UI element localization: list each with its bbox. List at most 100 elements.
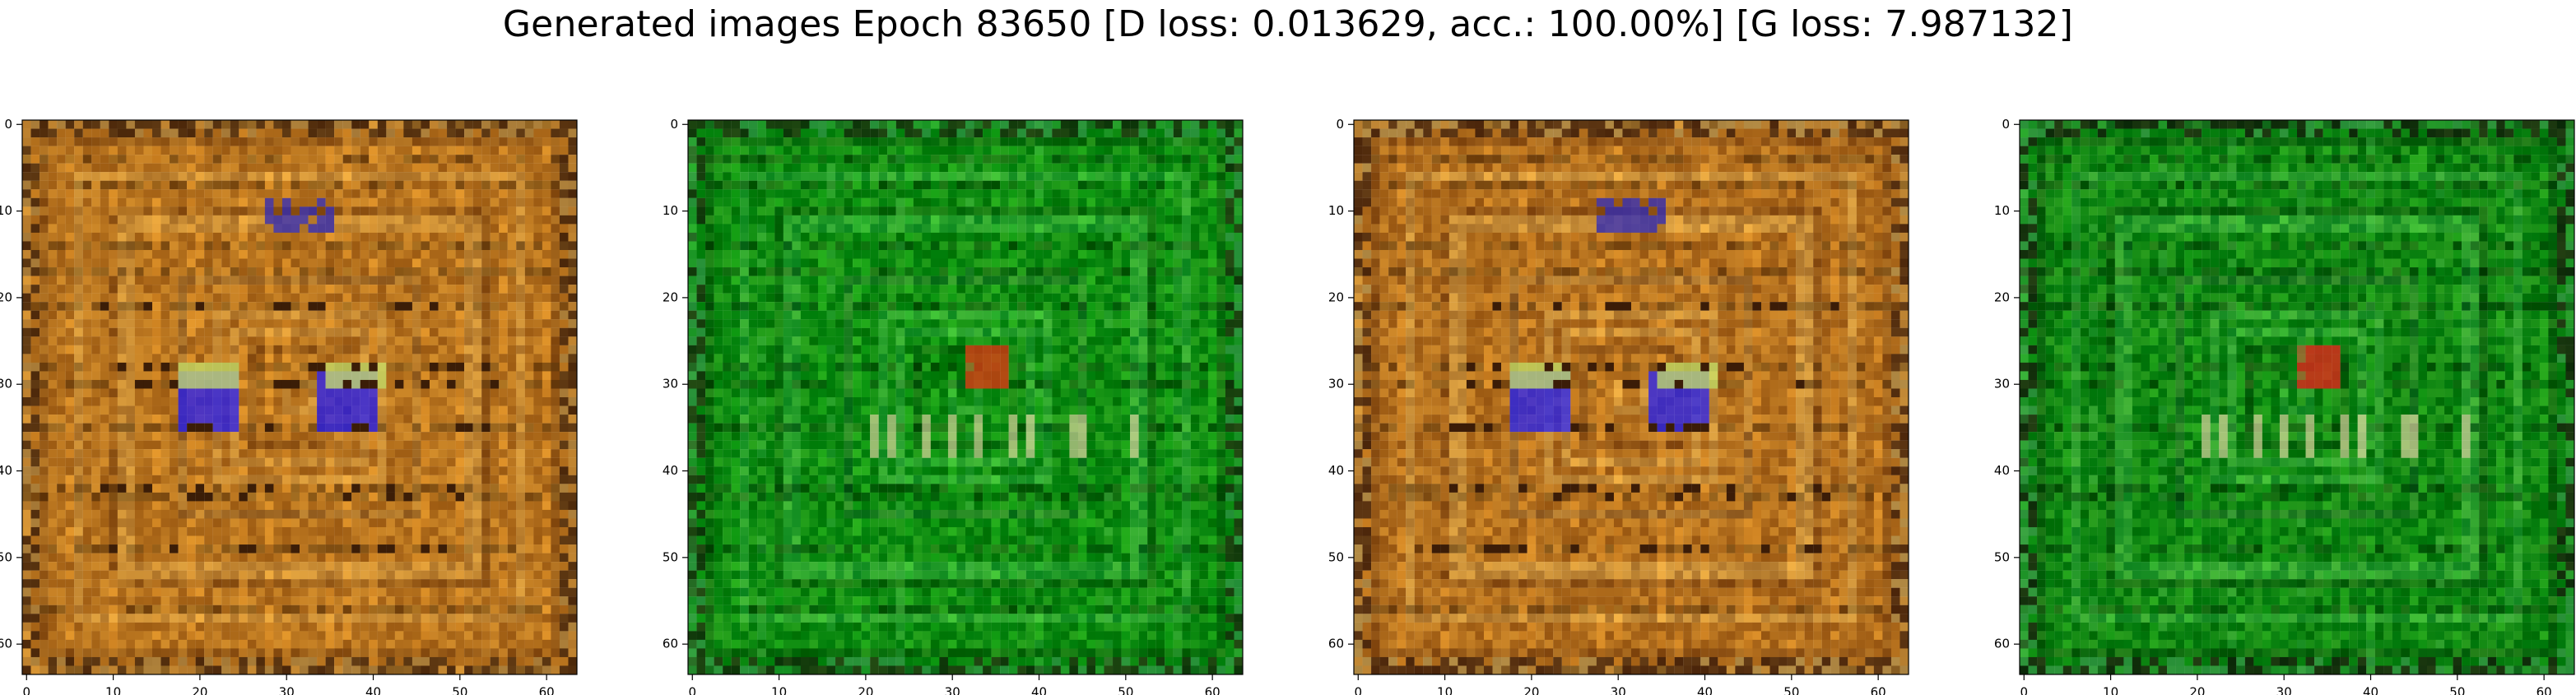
image-pixel <box>974 146 983 155</box>
image-pixel <box>247 614 257 623</box>
image-pixel <box>281 415 291 424</box>
image-pixel <box>57 362 66 372</box>
image-pixel <box>187 526 196 536</box>
image-pixel <box>429 656 439 666</box>
image-pixel <box>178 475 188 484</box>
image-pixel <box>429 648 439 658</box>
image-pixel <box>74 172 83 181</box>
image-pixel <box>48 475 58 484</box>
image-pixel <box>281 276 291 285</box>
image-pixel <box>1207 128 1217 138</box>
image-pixel <box>109 509 118 519</box>
image-pixel <box>1216 189 1226 198</box>
image-pixel <box>187 276 196 285</box>
image-pixel <box>151 562 161 571</box>
image-pixel <box>30 432 40 441</box>
image-pixel <box>30 614 40 623</box>
image-pixel <box>499 180 508 190</box>
image-pixel <box>178 155 188 164</box>
image-pixel <box>412 258 421 268</box>
image-pixel <box>195 596 205 605</box>
image-pixel <box>412 656 421 666</box>
image-pixel <box>1130 137 1139 146</box>
image-pixel <box>1234 172 1244 181</box>
image-pixel <box>809 163 819 173</box>
image-pixel <box>195 267 205 276</box>
image-pixel <box>160 345 170 354</box>
image-pixel <box>151 120 161 129</box>
image-pixel <box>187 388 196 398</box>
image-pixel <box>143 631 153 640</box>
image-pixel <box>983 180 992 190</box>
image-pixel <box>230 215 239 225</box>
image-pixel <box>264 327 274 337</box>
image-pixel <box>403 206 413 215</box>
image-pixel <box>394 293 404 303</box>
image-pixel <box>187 293 196 303</box>
image-pixel <box>455 639 465 649</box>
image-pixel <box>826 146 836 155</box>
image-pixel <box>1225 215 1235 225</box>
image-pixel <box>394 509 404 519</box>
image-pixel <box>300 656 309 666</box>
image-pixel <box>40 379 49 389</box>
image-pixel <box>481 631 491 640</box>
image-pixel <box>117 457 127 467</box>
image-pixel <box>160 362 170 372</box>
image-pixel <box>1086 206 1096 215</box>
image-pixel <box>170 302 179 311</box>
image-pixel <box>151 293 161 303</box>
image-pixel <box>412 449 421 458</box>
image-pixel <box>412 379 421 389</box>
image-pixel <box>723 146 732 155</box>
image-pixel <box>117 553 127 563</box>
image-pixel <box>421 553 430 563</box>
image-pixel <box>82 596 92 605</box>
image-pixel <box>151 336 161 345</box>
image-pixel <box>731 172 741 181</box>
image-pixel <box>507 163 517 173</box>
image-pixel <box>65 397 75 406</box>
image-pixel <box>212 457 222 467</box>
image-pixel <box>187 518 196 528</box>
image-pixel <box>239 241 248 251</box>
image-pixel <box>74 648 83 658</box>
image-pixel <box>551 128 560 138</box>
image-pixel <box>134 146 144 155</box>
image-pixel <box>308 285 318 294</box>
image-pixel <box>170 137 179 146</box>
image-pixel <box>195 631 205 640</box>
image-pixel <box>247 509 257 519</box>
image-pixel <box>974 189 983 198</box>
image-pixel <box>696 146 706 155</box>
image-pixel <box>65 276 75 285</box>
image-pixel <box>273 614 283 623</box>
image-pixel <box>360 648 370 658</box>
image-pixel <box>143 293 153 303</box>
image-pixel <box>386 224 395 234</box>
image-pixel <box>256 423 265 433</box>
image-pixel <box>256 388 265 398</box>
image-pixel <box>1035 172 1044 181</box>
image-pixel <box>559 518 569 528</box>
image-pixel <box>117 570 127 580</box>
image-pixel <box>325 553 335 563</box>
image-pixel <box>256 656 265 666</box>
image-pixel <box>1052 155 1061 164</box>
image-pixel <box>195 155 205 164</box>
image-pixel <box>429 397 439 406</box>
image-pixel <box>178 449 188 458</box>
image-pixel <box>714 215 723 225</box>
image-pixel <box>126 596 136 605</box>
image-pixel <box>507 189 517 198</box>
image-pixel <box>308 509 318 519</box>
image-pixel <box>481 405 491 415</box>
image-pixel <box>221 215 230 225</box>
image-pixel <box>351 639 360 649</box>
image-pixel <box>568 249 578 259</box>
image-pixel <box>533 415 542 424</box>
image-pixel <box>230 197 239 207</box>
image-pixel <box>126 509 136 519</box>
image-pixel <box>151 440 161 450</box>
image-pixel <box>542 614 551 623</box>
